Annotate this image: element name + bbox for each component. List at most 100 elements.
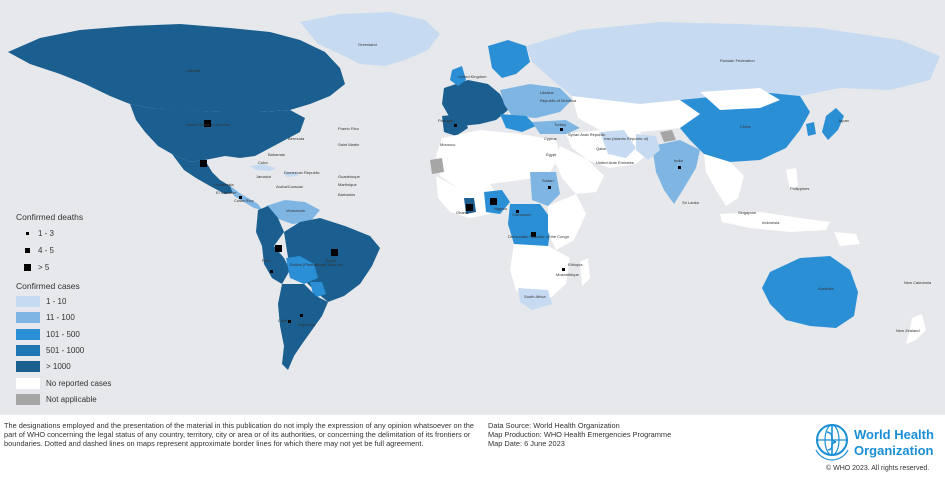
who-logo-line1: World Health: [854, 427, 934, 442]
country-eastern-europe: [500, 84, 572, 118]
label-philippines: Philippines: [790, 186, 809, 191]
death-marker-mozambique: [562, 268, 565, 271]
country-south-africa: [518, 288, 552, 310]
label-turkey: Turkey: [554, 122, 566, 127]
country-cuba: [250, 164, 276, 171]
country-png: [834, 232, 860, 246]
death-marker-india: [678, 166, 681, 169]
country-central-america: [230, 186, 262, 210]
death-marker-brazil: [331, 249, 338, 256]
death-marker-guatemala: [239, 196, 242, 199]
legend-cases-label: 11 - 100: [46, 313, 75, 323]
country-balkans: [500, 114, 536, 132]
label-uae: United Arab Emirates: [596, 160, 634, 165]
legend-deaths-row-2: 4 - 5: [16, 245, 54, 256]
label-china: China: [740, 124, 751, 129]
source-info: Data Source: World Health Organization M…: [488, 421, 671, 448]
country-japan: [822, 108, 844, 140]
map-date: Map Date: 6 June 2023: [488, 439, 565, 448]
death-marker-peru: [270, 270, 273, 273]
death-marker-mexico: [200, 160, 207, 167]
country-philippines: [786, 168, 798, 190]
legend-cases-row: No reported cases: [16, 377, 112, 389]
label-brazil: Brazil: [326, 258, 336, 263]
world-map: Greenland Canada United States of Americ…: [8, 12, 940, 370]
legend-cases-label: 501 - 1000: [46, 345, 85, 355]
label-barbados: Barbados: [338, 192, 355, 197]
legend-cases-row: 501 - 1000: [16, 344, 85, 356]
country-scandinavia: [488, 40, 530, 78]
label-singapore: Singapore: [738, 210, 757, 215]
label-india: India: [674, 158, 683, 163]
death-marker-colombia: [275, 245, 282, 252]
country-indonesia: [720, 212, 830, 232]
country-new-zealand: [906, 314, 926, 344]
label-drc: Democratic Republic of the Congo: [508, 234, 570, 239]
label-moldova: Republic of Moldova: [540, 98, 577, 103]
label-martinique: Martinique: [338, 182, 357, 187]
legend-cases-label: 1 - 10: [46, 297, 67, 306]
label-syria: Syrian Arab Republic: [568, 132, 605, 137]
country-west-africa: [436, 176, 500, 218]
label-cyprus: Cyprus: [544, 136, 557, 141]
country-peru: [262, 246, 290, 284]
label-cuba: Cuba: [258, 160, 268, 165]
label-egypt: Egypt: [546, 152, 557, 157]
label-guadeloupe: Guadeloupe: [338, 174, 361, 179]
death-marker-spain: [454, 124, 457, 127]
legend-cases-title: Confirmed cases: [16, 281, 80, 291]
legend-cases-label: Not applicable: [46, 394, 97, 404]
legend-cases-label: 101 - 500: [46, 329, 80, 339]
label-nigeria: Nigeria: [494, 206, 507, 211]
map-area: Greenland Canada United States of Americ…: [0, 0, 945, 415]
label-united-kingdom: United Kingdom: [458, 74, 487, 79]
country-north-africa: [436, 130, 560, 188]
country-uk-ireland: [450, 66, 466, 86]
country-greenland: [300, 12, 440, 66]
country-sudan-region: [530, 172, 560, 206]
death-marker-turkey: [560, 128, 563, 131]
label-mozambique: Mozambique: [556, 272, 580, 277]
country-canada: [8, 24, 345, 112]
death-marker-cameroon: [516, 210, 519, 213]
legend-swatch: [16, 296, 40, 307]
who-emblem-icon: [815, 424, 849, 461]
who-logo-line2: Organization: [854, 443, 934, 458]
legend-deaths-title: Confirmed deaths: [16, 212, 84, 222]
country-australia: [762, 256, 858, 328]
country-russia: [526, 22, 940, 104]
label-saint-martin: Saint Martin: [338, 142, 359, 147]
country-turkey: [532, 120, 580, 134]
label-aruba-curacao: Aruba/Curacao: [276, 184, 304, 189]
country-central-africa: [508, 204, 552, 256]
country-korea: [806, 122, 816, 136]
country-bolivia: [286, 256, 318, 284]
label-sudan: Sudan: [542, 178, 554, 183]
country-india: [652, 140, 700, 204]
country-usa: [130, 104, 305, 162]
label-indonesia: Indonesia: [762, 220, 780, 225]
country-mongolia: [700, 88, 780, 110]
death-marker-ghana: [466, 204, 473, 211]
legend-deaths-row-1: 1 - 3: [16, 228, 54, 239]
legend-swatch: [16, 361, 40, 373]
label-qatar: Qatar: [596, 146, 607, 151]
label-morocco: Morocco: [440, 142, 456, 147]
territory-not-applicable-kashmir: [660, 130, 676, 142]
label-venezuela: Venezuela: [286, 208, 305, 213]
country-hispaniola: [284, 172, 298, 177]
label-portugal: Portugal: [438, 118, 453, 123]
legend-cases-row: > 1000: [16, 361, 71, 373]
label-guatemala: Guatemala: [214, 182, 234, 187]
death-marker-drc: [531, 232, 536, 237]
label-new-zealand: New Zealand: [896, 328, 920, 333]
label-sri-lanka: Sri Lanka: [682, 200, 700, 205]
death-marker-large-icon: [23, 264, 31, 271]
legend-swatch: [16, 377, 40, 389]
legend-deaths-row-3: > 5: [16, 262, 49, 273]
label-bolivia: Bolivia (Plurinational State of): [290, 262, 343, 267]
data-source: Data Source: World Health Organization: [488, 421, 620, 430]
country-iran: [600, 130, 636, 158]
legend-cases-label: No reported cases: [46, 378, 112, 388]
legend-swatch: [16, 328, 40, 340]
